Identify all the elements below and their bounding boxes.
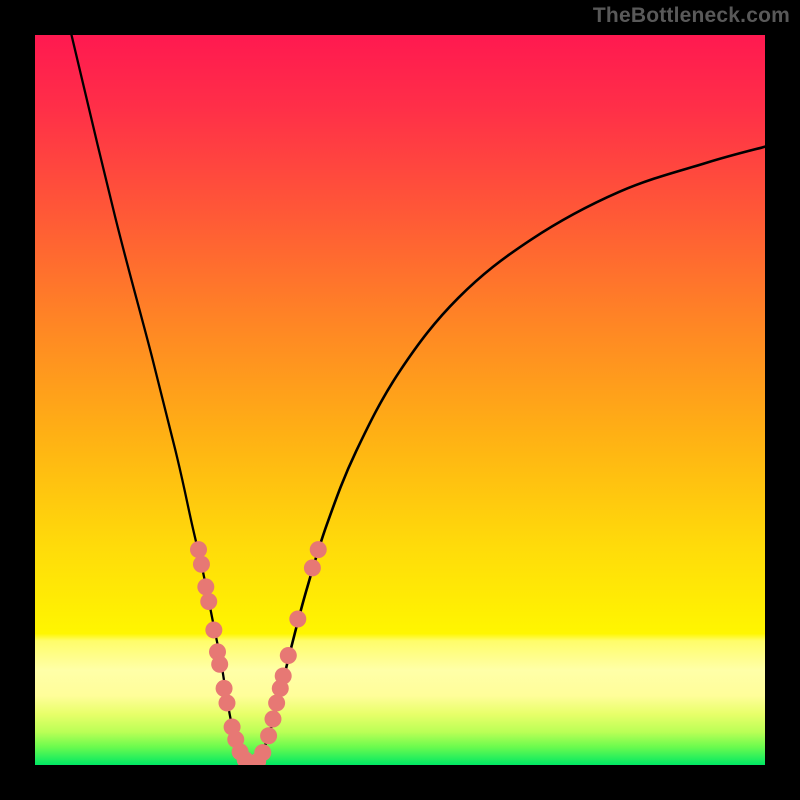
data-marker: [280, 647, 297, 664]
data-marker: [264, 711, 281, 728]
data-marker: [289, 611, 306, 628]
data-marker: [310, 541, 327, 558]
watermark: TheBottleneck.com: [593, 0, 800, 28]
data-marker: [268, 694, 285, 711]
data-marker: [197, 578, 214, 595]
data-marker: [190, 541, 207, 558]
data-marker: [200, 593, 217, 610]
curve-overlay: [35, 35, 765, 765]
curve-right-branch: [252, 147, 765, 765]
data-marker: [193, 556, 210, 573]
data-marker: [218, 694, 235, 711]
data-marker: [275, 667, 292, 684]
data-marker: [205, 621, 222, 638]
data-marker: [304, 559, 321, 576]
chart-root: TheBottleneck.com: [0, 0, 800, 800]
data-marker: [260, 727, 277, 744]
plot-area: [35, 35, 765, 765]
data-marker: [216, 680, 233, 697]
data-marker: [211, 656, 228, 673]
data-marker: [254, 744, 271, 761]
